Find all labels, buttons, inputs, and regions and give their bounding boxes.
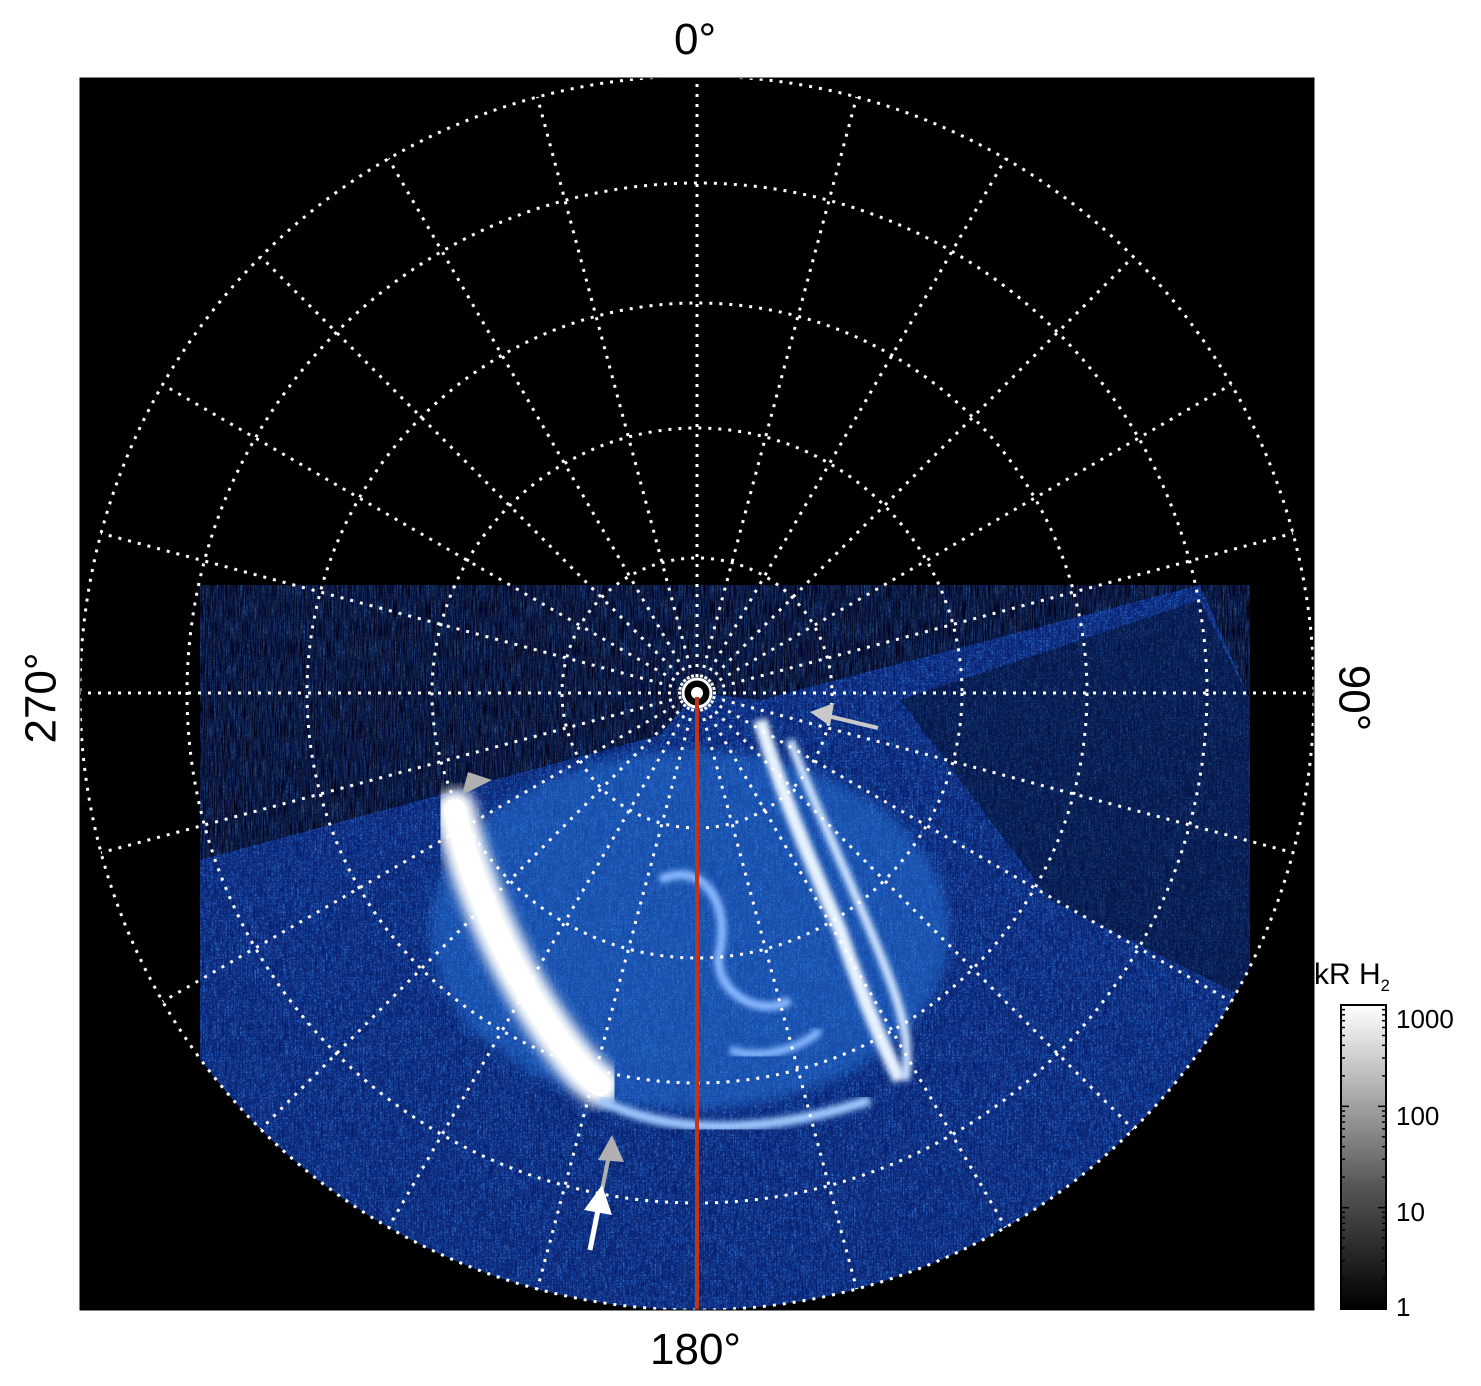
plot-frame bbox=[79, 77, 1315, 1311]
longitude-line bbox=[535, 708, 695, 1290]
longitude-line bbox=[259, 703, 687, 1131]
white-arrow-icon bbox=[584, 1185, 612, 1251]
colorbar-tick-label: 10 bbox=[1396, 1197, 1425, 1227]
colorbar-title: kR H2 bbox=[1314, 958, 1390, 995]
longitude-line bbox=[100, 695, 682, 855]
aurora-emission-region bbox=[200, 585, 1250, 1310]
gray-arrow-icon bbox=[462, 772, 492, 795]
colorbar bbox=[1340, 1004, 1387, 1310]
longitude-line bbox=[699, 708, 859, 1290]
longitude-grid bbox=[80, 78, 1314, 1310]
longitude-line bbox=[387, 706, 691, 1229]
longitude-line bbox=[387, 157, 691, 680]
longitude-line bbox=[707, 255, 1135, 683]
longitude-line bbox=[712, 695, 1294, 855]
label-270-deg: 270° bbox=[16, 652, 66, 744]
longitude-line bbox=[535, 96, 695, 678]
longitude-line bbox=[703, 706, 1007, 1229]
label-0-deg: 0° bbox=[674, 15, 717, 64]
gray-arrow-icon bbox=[810, 703, 879, 730]
longitude-line bbox=[710, 699, 1233, 1003]
longitude-line bbox=[699, 96, 859, 678]
colorbar-tick-label: 100 bbox=[1396, 1101, 1440, 1131]
longitude-line bbox=[259, 255, 687, 683]
label-180-deg: 180° bbox=[650, 1325, 742, 1374]
colorbar-tick-label: 1 bbox=[1396, 1292, 1411, 1322]
longitude-line bbox=[703, 157, 1007, 680]
longitude-line bbox=[100, 531, 682, 691]
longitude-line bbox=[707, 703, 1135, 1131]
gray-arrow-icon bbox=[598, 1135, 624, 1191]
longitude-line bbox=[710, 383, 1233, 687]
longitude-line bbox=[161, 383, 684, 687]
longitude-line bbox=[161, 699, 684, 1003]
label-90-deg: 90° bbox=[1329, 664, 1379, 732]
colorbar-tick-label: 1000 bbox=[1396, 1004, 1454, 1034]
longitude-line bbox=[712, 531, 1294, 691]
